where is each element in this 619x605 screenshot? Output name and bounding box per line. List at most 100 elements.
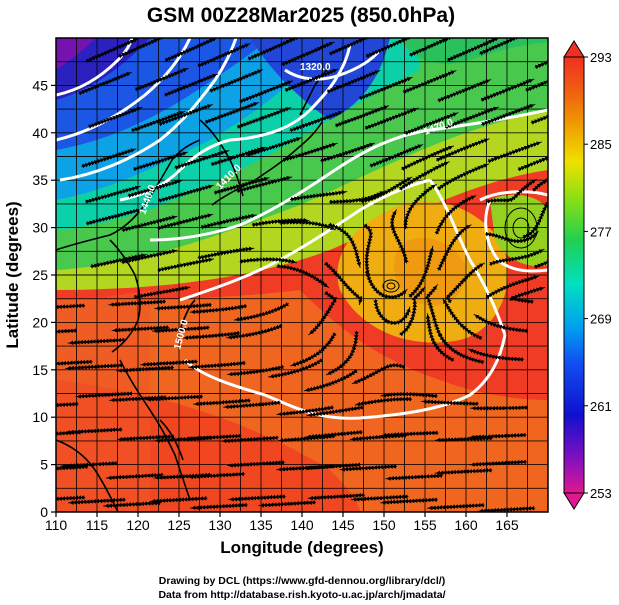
streamline bbox=[226, 323, 283, 340]
streamline bbox=[188, 360, 246, 370]
streamline bbox=[303, 368, 358, 392]
streamline bbox=[78, 71, 133, 96]
y-axis-label: Latitude (degrees) bbox=[3, 201, 22, 348]
streamline bbox=[477, 505, 536, 512]
colorbar-tick-label: 261 bbox=[590, 399, 612, 414]
streamline bbox=[289, 110, 344, 133]
streamline bbox=[534, 44, 548, 70]
x-tick-label: 110 bbox=[45, 517, 68, 533]
streamline bbox=[530, 102, 548, 125]
y-tick-label: 20 bbox=[32, 314, 48, 330]
x-tick-label: 160 bbox=[454, 517, 478, 533]
streamline bbox=[187, 471, 246, 480]
streamline bbox=[434, 468, 493, 476]
streamline bbox=[389, 209, 409, 264]
y-axis-ticks: 0 5 10 15 20 25 30 35 40 45 bbox=[32, 77, 56, 520]
streamline bbox=[328, 38, 381, 56]
lat-lon-grid bbox=[56, 38, 548, 512]
streamline bbox=[75, 391, 134, 399]
streamline bbox=[363, 223, 374, 280]
x-tick-label: 115 bbox=[86, 517, 109, 533]
streamline bbox=[470, 405, 528, 411]
streamline bbox=[247, 38, 300, 61]
anticyclone-center bbox=[382, 207, 538, 293]
streamline bbox=[306, 405, 364, 418]
colorbar-scale bbox=[563, 56, 585, 494]
streamline bbox=[469, 459, 527, 467]
x-tick-label: 135 bbox=[249, 517, 273, 533]
y-tick-label: 0 bbox=[40, 504, 48, 520]
streamline bbox=[436, 224, 472, 271]
credit-drawing: Drawing by DCL (https://www.gfd-dennou.o… bbox=[159, 575, 445, 587]
colorbar-tick-label: 277 bbox=[590, 224, 612, 239]
streamline bbox=[364, 107, 419, 131]
streamline bbox=[87, 106, 143, 129]
y-tick-label: 30 bbox=[32, 220, 48, 236]
credit-data: Data from http://database.rish.kyoto-u.a… bbox=[158, 589, 445, 601]
streamline bbox=[522, 194, 548, 240]
streamline bbox=[385, 473, 443, 481]
streamline bbox=[276, 263, 330, 289]
streamline bbox=[233, 301, 289, 322]
streamline bbox=[158, 103, 213, 127]
streamline bbox=[258, 500, 317, 508]
streamline bbox=[517, 149, 548, 172]
streamline bbox=[236, 107, 292, 129]
streamline bbox=[444, 262, 486, 304]
streamline bbox=[380, 430, 439, 438]
streamline bbox=[236, 175, 293, 194]
streamline bbox=[468, 432, 527, 440]
streamline bbox=[435, 138, 490, 163]
streamline bbox=[140, 359, 198, 367]
streamline bbox=[65, 363, 123, 371]
streamline bbox=[197, 246, 255, 261]
streamline bbox=[279, 219, 336, 231]
streamline bbox=[246, 137, 303, 158]
streamline bbox=[409, 38, 462, 58]
x-tick-label: 125 bbox=[167, 517, 191, 533]
streamline bbox=[365, 38, 418, 59]
x-tick-label: 145 bbox=[331, 517, 355, 533]
figure-title: GSM 00Z28Mar2025 (850.0hPa) bbox=[147, 4, 455, 27]
streamline bbox=[204, 101, 260, 125]
streamline bbox=[509, 286, 546, 304]
streamline bbox=[56, 401, 79, 410]
streamline bbox=[326, 69, 381, 94]
streamline bbox=[351, 362, 406, 385]
streamline bbox=[473, 313, 529, 334]
streamline bbox=[480, 78, 535, 103]
streamline bbox=[127, 179, 184, 198]
streamline bbox=[67, 337, 126, 346]
streamline bbox=[481, 103, 536, 127]
streamline bbox=[339, 464, 398, 472]
colorbar-tick-label: 253 bbox=[590, 486, 612, 501]
x-tick-label: 155 bbox=[413, 517, 437, 533]
colorbar-bottom-arrow bbox=[563, 492, 585, 510]
streamline bbox=[324, 261, 363, 306]
streamline bbox=[399, 286, 426, 337]
streamline bbox=[308, 290, 337, 336]
streamline bbox=[64, 427, 123, 435]
y-tick-label: 5 bbox=[40, 457, 48, 473]
streamline bbox=[157, 257, 215, 273]
streamline bbox=[200, 213, 257, 230]
streamline bbox=[56, 328, 78, 336]
streamline bbox=[427, 502, 485, 511]
streamline bbox=[197, 42, 251, 68]
streamline bbox=[421, 399, 479, 407]
contour-label: 1320.0 bbox=[300, 62, 331, 73]
streamline bbox=[56, 359, 93, 367]
streamline bbox=[149, 496, 208, 504]
streamline bbox=[60, 460, 118, 469]
streamline bbox=[223, 400, 281, 410]
y-tick-label: 10 bbox=[32, 409, 48, 425]
streamline bbox=[305, 429, 363, 439]
streamline bbox=[108, 299, 167, 307]
streamline bbox=[239, 257, 298, 264]
streamline bbox=[152, 325, 210, 334]
streamline bbox=[164, 38, 218, 63]
colorbar: 293 285 277 269 261 253 bbox=[563, 40, 612, 510]
y-tick-label: 35 bbox=[32, 172, 48, 188]
streamline bbox=[118, 38, 171, 59]
x-tick-label: 140 bbox=[290, 517, 314, 533]
